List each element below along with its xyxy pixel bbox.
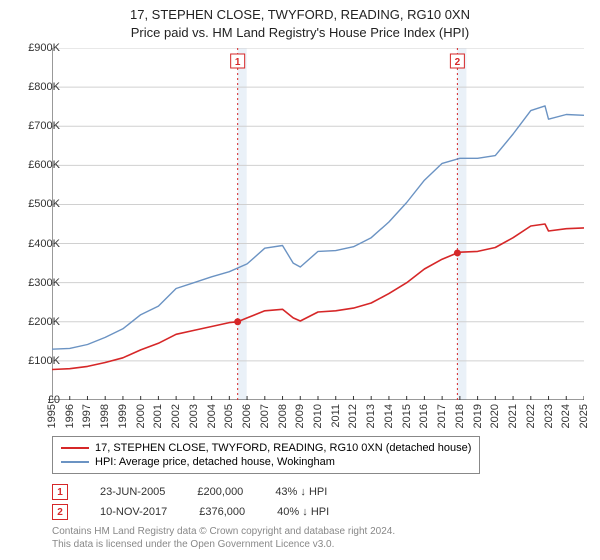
xtick-label: 2008: [277, 404, 289, 428]
xtick-label: 2017: [436, 404, 448, 428]
ytick-label: £900K: [12, 42, 60, 54]
footnote-line-2: This data is licensed under the Open Gov…: [52, 539, 395, 552]
ytick-label: £200K: [12, 316, 60, 328]
xtick-label: 2020: [489, 404, 501, 428]
xtick-label: 2001: [152, 404, 164, 428]
xtick-label: 1997: [81, 404, 93, 428]
xtick-label: 2000: [135, 404, 147, 428]
xtick-label: 2009: [294, 404, 306, 428]
xtick-label: 1996: [64, 404, 76, 428]
ytick-label: £700K: [12, 120, 60, 132]
xtick-label: 1999: [117, 404, 129, 428]
xtick-label: 2012: [347, 404, 359, 428]
marker-date-1: 23-JUN-2005: [100, 486, 165, 498]
xtick-label: 2023: [543, 404, 555, 428]
xtick-label: 1995: [46, 404, 58, 428]
marker-date-2: 10-NOV-2017: [100, 506, 167, 518]
title-line-1: 17, STEPHEN CLOSE, TWYFORD, READING, RG1…: [0, 6, 600, 24]
marker-badge-1: 1: [52, 484, 68, 500]
xtick-label: 2024: [560, 404, 572, 428]
xtick-label: 2002: [170, 404, 182, 428]
xtick-label: 1998: [99, 404, 111, 428]
legend-swatch-property: [61, 447, 89, 449]
marker-table: 1 23-JUN-2005 £200,000 43% ↓ HPI 2 10-NO…: [52, 482, 329, 522]
title-line-2: Price paid vs. HM Land Registry's House …: [0, 24, 600, 42]
xtick-label: 2010: [312, 404, 324, 428]
legend-label-hpi: HPI: Average price, detached house, Woki…: [95, 456, 335, 468]
marker-pct-1: 43% ↓ HPI: [275, 486, 327, 498]
xtick-label: 2003: [188, 404, 200, 428]
marker-pct-2: 40% ↓ HPI: [277, 506, 329, 518]
legend-label-property: 17, STEPHEN CLOSE, TWYFORD, READING, RG1…: [95, 442, 471, 454]
svg-text:2: 2: [455, 57, 461, 68]
xtick-label: 2019: [472, 404, 484, 428]
xtick-label: 2006: [241, 404, 253, 428]
marker-row-2: 2 10-NOV-2017 £376,000 40% ↓ HPI: [52, 502, 329, 522]
ytick-label: £100K: [12, 355, 60, 367]
legend-item-hpi: HPI: Average price, detached house, Woki…: [61, 455, 471, 469]
xtick-label: 2021: [507, 404, 519, 428]
footnote: Contains HM Land Registry data © Crown c…: [52, 526, 395, 551]
line-chart: 12: [52, 48, 584, 400]
xtick-label: 2005: [223, 404, 235, 428]
xtick-label: 2011: [330, 404, 342, 428]
xtick-label: 2013: [365, 404, 377, 428]
chart-title: 17, STEPHEN CLOSE, TWYFORD, READING, RG1…: [0, 0, 600, 41]
ytick-label: £500K: [12, 198, 60, 210]
xtick-label: 2014: [383, 404, 395, 428]
legend: 17, STEPHEN CLOSE, TWYFORD, READING, RG1…: [52, 436, 480, 474]
xtick-label: 2015: [401, 404, 413, 428]
marker-row-1: 1 23-JUN-2005 £200,000 43% ↓ HPI: [52, 482, 329, 502]
marker-badge-2: 2: [52, 504, 68, 520]
legend-item-property: 17, STEPHEN CLOSE, TWYFORD, READING, RG1…: [61, 441, 471, 455]
chart-area: 12: [52, 48, 584, 400]
marker-price-2: £376,000: [199, 506, 245, 518]
svg-text:1: 1: [235, 57, 241, 68]
xtick-label: 2022: [525, 404, 537, 428]
xtick-label: 2004: [206, 404, 218, 428]
ytick-label: £600K: [12, 159, 60, 171]
legend-swatch-hpi: [61, 461, 89, 463]
marker-price-1: £200,000: [197, 486, 243, 498]
ytick-label: £300K: [12, 277, 60, 289]
xtick-label: 2007: [259, 404, 271, 428]
xtick-label: 2018: [454, 404, 466, 428]
footnote-line-1: Contains HM Land Registry data © Crown c…: [52, 526, 395, 539]
ytick-label: £800K: [12, 81, 60, 93]
xtick-label: 2025: [578, 404, 590, 428]
xtick-label: 2016: [418, 404, 430, 428]
ytick-label: £400K: [12, 238, 60, 250]
